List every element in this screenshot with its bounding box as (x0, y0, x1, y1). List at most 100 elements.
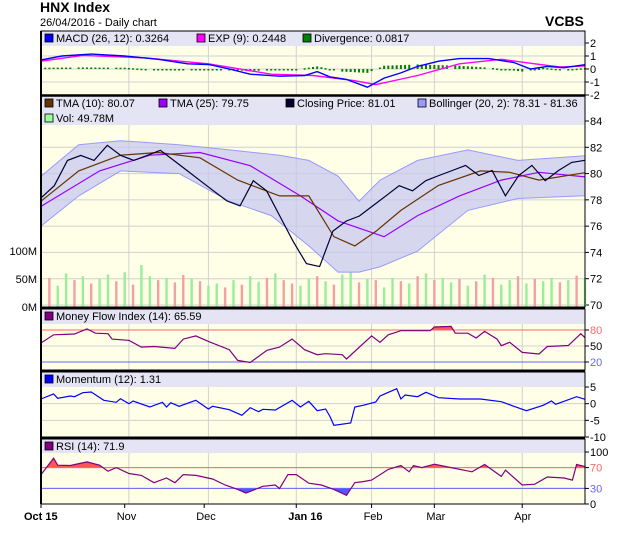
divergence-bar (81, 67, 84, 69)
volume-bar (64, 273, 68, 307)
divergence-bar (491, 67, 494, 70)
divergence-bar (136, 68, 139, 70)
divergence-bar (295, 69, 298, 71)
divergence-bar (211, 69, 214, 71)
divergence-bar (152, 69, 155, 71)
divergence-bar (307, 67, 310, 70)
volume-bar (90, 283, 93, 307)
closing-price-line (40, 144, 586, 268)
divergence-bar (265, 69, 268, 71)
divergence-bar (194, 69, 197, 71)
legend-label: Momentum (12): 1.31 (56, 374, 161, 386)
volume-bar (441, 277, 444, 307)
y-tick-label: 50 (590, 341, 602, 353)
divergence-bar (395, 65, 398, 69)
volume-bar (257, 281, 260, 307)
volume-bar (332, 284, 336, 307)
y-tick-label: 72 (590, 274, 602, 286)
divergence-bar (56, 67, 59, 70)
legend-swatch (44, 311, 54, 321)
divergence-bar (169, 69, 172, 71)
volume-bar (148, 276, 151, 307)
divergence-bar (508, 69, 511, 71)
y-tick-label: 0 (590, 499, 596, 511)
divergence-bar (454, 65, 457, 69)
divergence-bar (575, 68, 578, 71)
divergence-bar (86, 67, 89, 69)
divergence-bar (127, 67, 130, 70)
volume-bar (449, 282, 453, 307)
legend-swatch (158, 98, 168, 108)
legend-label: TMA (25): 79.75 (170, 98, 249, 110)
divergence-bar (571, 68, 574, 71)
divergence-bar (102, 67, 105, 70)
momentum-line (40, 387, 586, 426)
divergence-bar (521, 69, 524, 72)
volume-bar (48, 277, 51, 307)
volume-bar (382, 287, 386, 307)
divergence-bar (257, 69, 260, 71)
divergence-bar (558, 69, 561, 71)
volume-bar (198, 281, 202, 307)
bollinger-upper-line (40, 140, 586, 202)
divergence-bar (144, 69, 147, 71)
divergence-bar (253, 69, 256, 71)
divergence-bar (517, 69, 520, 72)
volume-bar (165, 277, 168, 307)
divergence-bar (98, 67, 101, 70)
x-tick-label: Jan 16 (288, 511, 322, 523)
divergence-bar (161, 69, 164, 71)
legend-swatch (285, 98, 295, 108)
y-tick-label: 84 (590, 116, 602, 128)
legend-swatch (417, 98, 427, 108)
y-tick-label: 2 (590, 38, 596, 50)
divergence-bar (48, 67, 51, 70)
volume-bar (374, 280, 377, 307)
volume-tick-label: 0M (22, 302, 37, 314)
divergence-bar (500, 69, 503, 71)
divergence-bar (178, 69, 181, 71)
divergence-bar (236, 69, 239, 71)
divergence-bar (328, 69, 331, 71)
divergence-bar (420, 64, 423, 69)
volume-bar (324, 281, 327, 307)
volume-tick-label: 50M (16, 274, 37, 286)
macd-panel: 210-1-2 MACD (26, 12): 0.3264 EXP (9): 0.2… (40, 31, 600, 102)
legend-label: TMA (10): 80.07 (56, 98, 135, 110)
legend-label: Divergence: 0.0817 (314, 33, 409, 45)
divergence-bar (316, 66, 319, 69)
divergence-bar (441, 65, 444, 69)
chart-subtitle: 26/04/2016 - Daily chart (40, 17, 157, 29)
divergence-bar (383, 65, 386, 69)
volume-bar (550, 277, 553, 307)
volume-bar (115, 281, 118, 307)
volume-bar (140, 265, 143, 307)
divergence-bar (207, 69, 210, 71)
volume-bar (491, 277, 495, 307)
volume-bar (282, 280, 285, 307)
rsi-line (40, 457, 586, 497)
y-tick-label: 76 (590, 221, 602, 233)
volume-bar (73, 280, 76, 307)
divergence-bar (119, 67, 122, 70)
divergence-bar (462, 66, 465, 69)
x-tick-label: Dec (196, 511, 216, 523)
macd-line (40, 53, 586, 88)
legend-swatch (44, 441, 54, 451)
divergence-bar (362, 69, 365, 73)
volume-bar (265, 277, 269, 307)
volume-bar (483, 274, 486, 307)
divergence-bar (286, 69, 289, 71)
volume-bar (307, 279, 311, 307)
x-tick-label: Oct 15 (24, 511, 58, 523)
divergence-bar (303, 68, 306, 70)
volume-bar (399, 281, 403, 307)
divergence-bar (399, 65, 402, 69)
divergence-bar (219, 69, 222, 71)
divergence-bar (291, 69, 294, 71)
divergence-bar (433, 64, 436, 69)
divergence-bar (358, 69, 361, 73)
divergence-bar (353, 69, 356, 73)
volume-bar (182, 275, 185, 307)
divergence-bar (542, 67, 545, 70)
